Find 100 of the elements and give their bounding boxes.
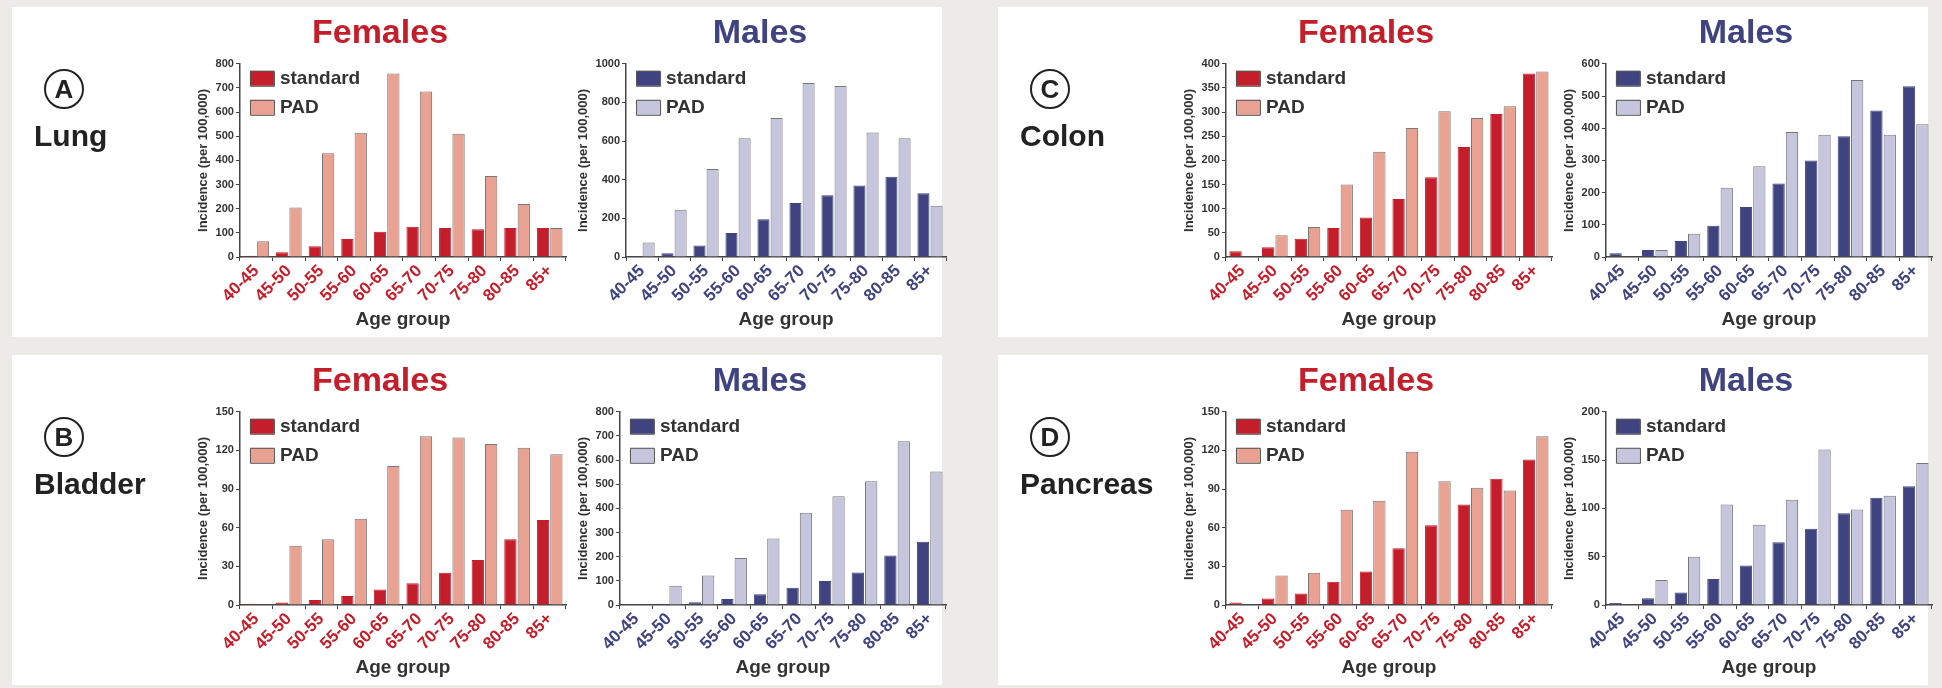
y-tick-label: 400 <box>1201 56 1220 69</box>
y-tick-label: 400 <box>595 501 614 514</box>
bar <box>1327 581 1340 605</box>
y-tick-label: 600 <box>1581 56 1600 69</box>
y-tick-label: 400 <box>601 172 621 185</box>
bar <box>1805 160 1818 257</box>
y-tick-label: 400 <box>1581 121 1600 134</box>
bar <box>757 219 770 257</box>
x-axis-title: Age group <box>1721 307 1817 329</box>
x-axis-title: Age group <box>355 307 451 329</box>
bar <box>373 231 387 257</box>
text: D <box>1030 417 1070 457</box>
y-tick-label: 120 <box>1201 443 1220 456</box>
bar <box>439 228 452 257</box>
bar <box>536 228 550 257</box>
bar <box>1327 228 1340 257</box>
legend-label: standard <box>1645 415 1727 437</box>
legend-label: PAD <box>1265 444 1305 466</box>
x-axis-title: Age group <box>1341 307 1437 329</box>
y-tick-label: 0 <box>613 250 621 263</box>
bar <box>471 229 484 257</box>
y-tick-label: 800 <box>215 56 234 69</box>
bar <box>1805 528 1818 605</box>
y-tick-label: 500 <box>215 129 234 142</box>
y-tick-label: 50 <box>1207 225 1220 238</box>
y-tick-label: 200 <box>601 211 621 224</box>
bar <box>1837 513 1850 605</box>
bar <box>1837 136 1850 257</box>
y-tick-label: 60 <box>221 520 234 533</box>
y-tick-label: 200 <box>595 549 614 562</box>
chart-title: Females <box>311 359 449 398</box>
y-tick-label: 600 <box>595 453 614 466</box>
x-tick-label: 85+ <box>1888 260 1922 295</box>
legend-label: PAD <box>279 444 319 466</box>
bar <box>1359 217 1373 257</box>
bar <box>1359 571 1373 605</box>
bar <box>1490 114 1503 257</box>
bar <box>406 583 419 605</box>
text: Pancreas <box>1020 467 1155 501</box>
bar <box>406 226 419 257</box>
text: A <box>44 69 84 109</box>
y-tick-label: 30 <box>221 559 234 572</box>
bar <box>1425 177 1438 257</box>
bar <box>1772 542 1785 605</box>
bar <box>1739 565 1753 605</box>
y-tick-label: 60 <box>1207 520 1220 533</box>
legend-label: standard <box>1265 415 1347 437</box>
bar <box>1425 525 1438 605</box>
bar <box>884 555 897 605</box>
bar <box>471 559 484 605</box>
bar <box>1902 86 1916 257</box>
legend-label: PAD <box>279 96 319 118</box>
chart-title: Males <box>1698 359 1794 398</box>
y-tick-label: 150 <box>215 404 234 417</box>
y-tick-label: 100 <box>595 573 614 586</box>
bar <box>821 195 834 257</box>
x-axis-title: Age group <box>735 655 831 677</box>
bar <box>661 253 674 257</box>
legend-label: standard <box>279 67 361 89</box>
text: Colon <box>1020 119 1106 153</box>
y-tick-label: 700 <box>215 80 234 93</box>
bar <box>1902 486 1916 605</box>
y-tick-label: 200 <box>215 201 234 214</box>
legend-label: standard <box>659 415 741 437</box>
bar <box>1707 578 1720 605</box>
legend-label: PAD <box>666 96 705 118</box>
y-tick-label: 0 <box>1593 598 1600 611</box>
y-tick-label: 0 <box>1593 250 1600 263</box>
y-axis-title: Incidence (per 100,000) <box>195 436 211 580</box>
bar <box>504 539 517 605</box>
bar <box>1870 497 1883 605</box>
x-tick-label: 85+ <box>902 260 937 295</box>
legend-label: PAD <box>1645 96 1685 118</box>
legend-label: standard <box>279 415 361 437</box>
y-tick-label: 800 <box>595 404 614 417</box>
bar <box>1609 253 1622 257</box>
y-tick-label: 600 <box>601 134 621 147</box>
y-tick-label: 30 <box>1207 559 1220 572</box>
x-tick-label: 85+ <box>1888 608 1922 643</box>
x-axis-title: Age group <box>738 307 834 329</box>
legend-label: standard <box>1265 67 1347 89</box>
legend-label: standard <box>1645 67 1727 89</box>
y-tick-label: 90 <box>221 482 234 495</box>
x-tick-label: 85+ <box>522 260 556 295</box>
y-tick-label: 500 <box>1581 89 1600 102</box>
text: B <box>44 417 84 457</box>
chart-title: Males <box>1698 11 1794 50</box>
y-tick-label: 100 <box>215 225 234 238</box>
bar <box>853 185 866 257</box>
y-axis-title: Incidence (per 100,000) <box>575 88 591 232</box>
y-tick-label: 400 <box>215 153 234 166</box>
y-tick-label: 300 <box>1201 105 1220 118</box>
chart-title: Females <box>1297 11 1435 50</box>
x-axis-title: Age group <box>1721 655 1817 677</box>
y-tick-label: 0 <box>227 598 234 611</box>
y-tick-label: 300 <box>215 177 234 190</box>
bar <box>1870 110 1883 257</box>
bar <box>1739 207 1753 257</box>
x-axis-title: Age group <box>1341 655 1437 677</box>
y-tick-label: 800 <box>601 95 621 108</box>
